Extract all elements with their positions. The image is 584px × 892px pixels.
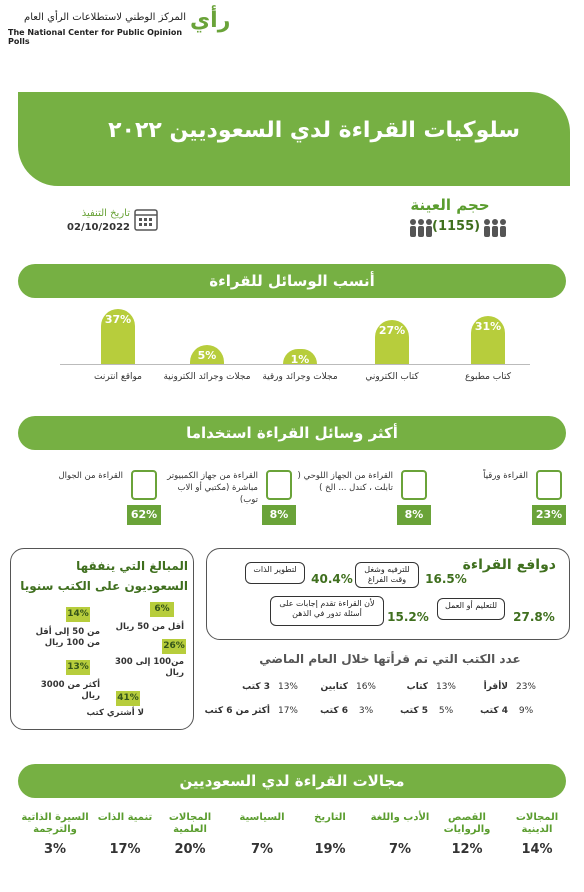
books-value: 23% [515, 682, 536, 692]
books-count-title: عدد الكتب التي تم قرأتها خلال العام الما… [259, 652, 521, 666]
field-label: السياسية [239, 812, 285, 823]
bar-value-label: 27% [378, 324, 406, 338]
motive-value: 16.5% [425, 572, 467, 586]
people-icons [408, 218, 508, 238]
category-label: مجلات وجرائد ورقية [262, 372, 338, 382]
media-label: القراءة من جهاز الكمبيوتر مباشرة (مكتبي … [167, 471, 258, 505]
spending-label: أكثر من 3000 ريال [40, 680, 100, 701]
books-label: كتاب [406, 682, 428, 692]
field-value: 19% [314, 842, 346, 857]
media-label: القراءة من الجهاز اللوحي ( تابلت ، كندل … [297, 471, 393, 493]
spending-title: المبالغ التي ينفقها السعوديون على الكتب … [20, 559, 188, 593]
date-label: تاريخ التنفيذ [81, 208, 130, 219]
motive-value: 15.2% [387, 610, 429, 624]
section-heading: أكثر وسائل القراءة استخداما [18, 416, 566, 450]
books-value: 13% [277, 682, 298, 692]
media-icon [266, 470, 292, 500]
spending-label: أقل من 50 ريال [115, 622, 184, 632]
books-label: 4 كتب [480, 706, 508, 716]
media-value: 8% [397, 505, 431, 525]
main-title: سلوكيات القراءة لدي السعوديين ٢٠٢٢ [108, 118, 520, 143]
media-icon [401, 470, 427, 500]
motive-value: 27.8% [513, 610, 555, 624]
bar-value-label: 37% [104, 313, 132, 327]
books-label: لاأقرأ [483, 682, 508, 692]
motives-title: دوافع القراءة [462, 557, 556, 573]
spending-value: 13% [66, 660, 90, 675]
spending-label: من 50 إلى أقل من 100 ريال [35, 627, 100, 648]
spending-box [10, 548, 194, 730]
field-label: القصص والروايات [443, 812, 491, 835]
category-label: كتاب الكتروني [365, 372, 419, 382]
bar [375, 320, 409, 364]
media-label: القراءة من الجوال [58, 471, 123, 481]
media-value: 8% [262, 505, 296, 525]
field-label: الأدب واللغة [370, 812, 430, 823]
category-label: مجلات وجرائد الكترونية [163, 372, 251, 382]
date-value: 02/10/2022 [67, 222, 130, 233]
calendar-icon [134, 209, 158, 231]
books-label: أكثر من 6 كتب [204, 706, 270, 716]
field-value: 7% [388, 842, 412, 857]
field-value: 14% [521, 842, 553, 857]
bar-value-label: 5% [197, 348, 217, 362]
bar-value-label: 31% [474, 319, 502, 333]
field-label: السيرة الذاتية والترجمة [21, 812, 89, 835]
motive-value: 40.4% [311, 572, 353, 586]
books-label: 6 كتب [320, 706, 348, 716]
media-label: القراءة ورقياً [483, 471, 528, 481]
media-icon [536, 470, 562, 500]
sample-value: (1155) [432, 219, 481, 234]
spending-label: من100 إلى 300 ريال [114, 657, 184, 678]
spending-value: 14% [66, 607, 90, 622]
books-label: 5 كتب [400, 706, 428, 716]
bar [190, 344, 224, 364]
org-name-en: The National Center for Public Opinion P… [8, 28, 183, 46]
org-name-ar: المركز الوطني لاستطلاعات الرأي العام [24, 12, 186, 23]
spending-value: 26% [162, 639, 186, 654]
books-value: 16% [355, 682, 376, 692]
people-svg [410, 219, 506, 237]
spending-value: 6% [150, 602, 174, 617]
motive-bubble: للترفيه وشغل وقت الفراغ [355, 562, 419, 588]
motive-bubble: لأن القراءة تقدم إجابات على أسئلة تدور ف… [270, 596, 384, 626]
books-value: 5% [438, 706, 454, 716]
baseline [60, 364, 530, 365]
section-heading: مجالات القراءة لدي السعوديين [18, 764, 566, 798]
motives-box [206, 548, 570, 640]
books-label: كتابين [320, 682, 348, 692]
bar [471, 315, 505, 364]
media-value: 62% [127, 505, 161, 525]
field-label: المجالات العلمية [168, 812, 212, 835]
books-value: 3% [358, 706, 374, 716]
field-value: 20% [174, 842, 206, 857]
category-label: كتاب مطبوع [464, 372, 511, 382]
bar [283, 348, 317, 364]
media-icon [131, 470, 157, 500]
motive-bubble: لتطوير الذات [245, 562, 305, 584]
sample-label: حجم العينة [410, 196, 490, 214]
field-label: التاريخ [314, 812, 346, 823]
field-value: 17% [109, 842, 141, 857]
books-value: 17% [277, 706, 298, 716]
field-label: المجالات الدينية [515, 812, 559, 835]
field-label: تنمية الذات [97, 812, 153, 823]
field-value: 3% [43, 842, 67, 857]
bar-value-label: 1% [290, 352, 310, 366]
books-value: 13% [435, 682, 456, 692]
field-value: 7% [250, 842, 274, 857]
category-label: مواقع انترنت [94, 372, 142, 382]
motive-bubble: للتعليم أو العمل [437, 598, 505, 620]
books-value: 9% [518, 706, 534, 716]
spending-value: 41% [116, 691, 140, 706]
banner [18, 92, 570, 186]
section-heading: أنسب الوسائل للقراءة [18, 264, 566, 298]
bar [101, 309, 135, 364]
books-label: 3 كتب [242, 682, 270, 692]
media-value: 23% [532, 505, 566, 525]
logo: رأي [190, 8, 231, 33]
field-value: 12% [451, 842, 483, 857]
spending-label: لا أشتري كتب [86, 708, 144, 718]
